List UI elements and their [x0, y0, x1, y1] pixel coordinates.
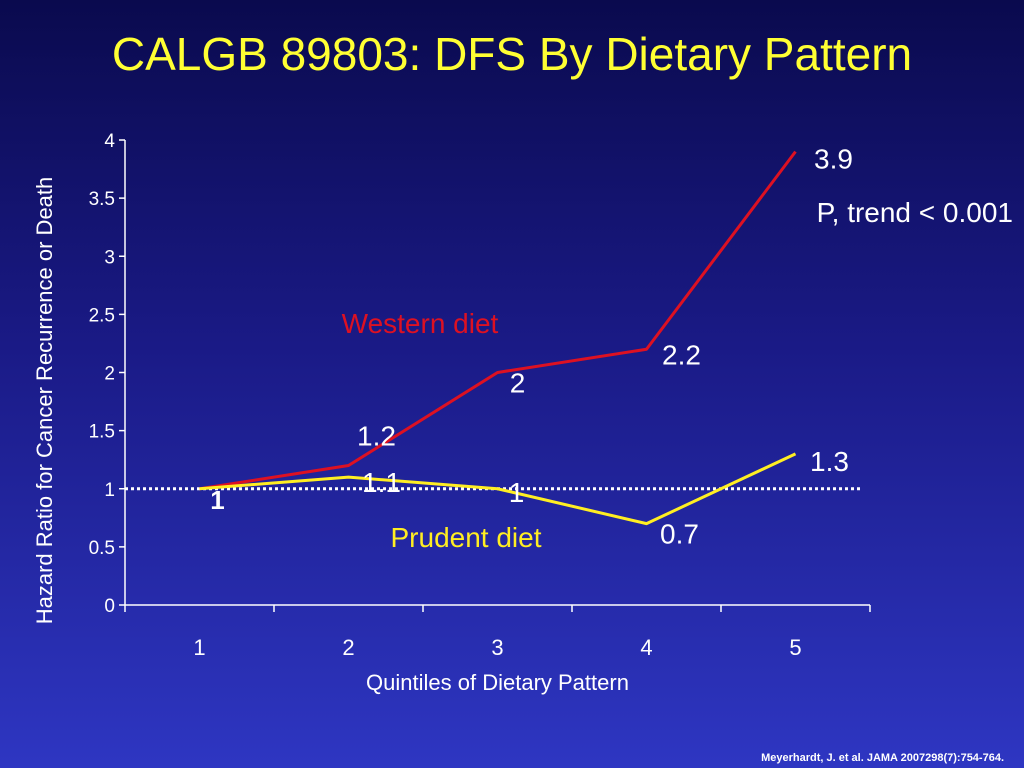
x-tick-label: 4	[640, 635, 652, 660]
series-line-prudent	[199, 452, 797, 526]
x-tick-label: 2	[342, 635, 354, 660]
data-label-prudent: 1.3	[810, 446, 849, 477]
data-label-western: 2.2	[662, 339, 701, 370]
y-axis-title: Hazard Ratio for Cancer Recurrence or De…	[32, 177, 57, 625]
x-axis-title: Quintiles of Dietary Pattern	[366, 670, 629, 695]
y-tick-label: 4	[104, 131, 115, 152]
y-tick-label: 0	[104, 596, 115, 617]
y-tick-label: 3.5	[89, 189, 115, 210]
series-line-western	[199, 150, 797, 491]
y-tick-label: 1	[104, 480, 115, 501]
data-label-western: 3.9	[814, 144, 853, 175]
p-trend-annotation: P, trend < 0.001	[817, 197, 1013, 228]
y-tick-label: 0.5	[89, 538, 115, 559]
data-label-western: 2	[510, 368, 526, 399]
legend-prudent: Prudent diet	[391, 522, 542, 553]
x-tick-label: 3	[491, 635, 503, 660]
data-label-western: 1	[210, 485, 224, 515]
data-label-western: 1.2	[357, 421, 396, 452]
x-tick-label: 5	[789, 635, 801, 660]
citation: Meyerhardt, J. et al. JAMA 2007298(7):75…	[761, 752, 1004, 764]
y-tick-label: 3	[104, 247, 115, 268]
legend-western: Western diet	[342, 308, 499, 339]
x-tick-label: 1	[193, 635, 205, 660]
y-tick-label: 2.5	[89, 305, 115, 326]
data-label-prudent: 1	[509, 477, 525, 508]
data-label-prudent: 1.1	[362, 467, 401, 498]
slide-title: CALGB 89803: DFS By Dietary Pattern	[111, 28, 913, 80]
y-tick-label: 1.5	[89, 422, 115, 443]
y-tick-label: 2	[104, 364, 115, 385]
data-label-prudent: 0.7	[660, 519, 699, 550]
